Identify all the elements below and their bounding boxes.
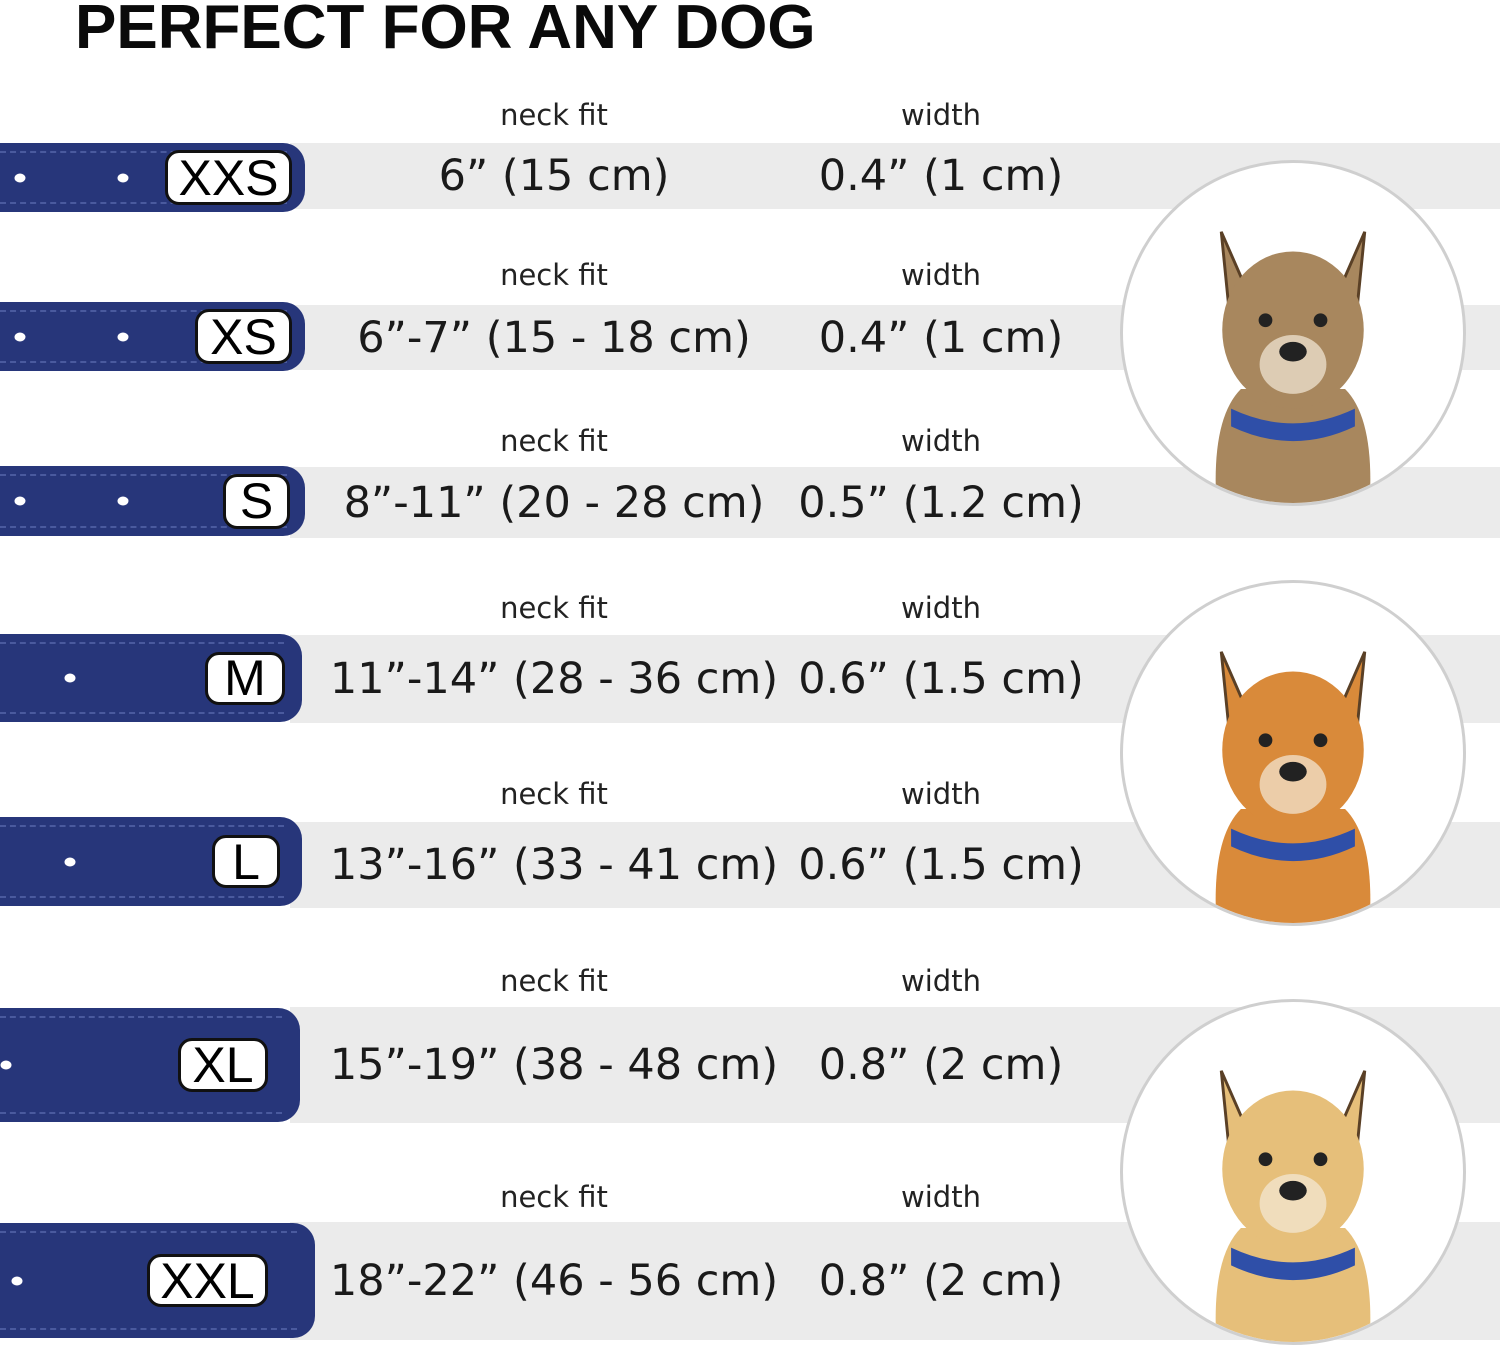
neck-fit-value: 18”-22” (46 - 56 cm) (329, 1256, 779, 1306)
collar-hole (14, 173, 26, 182)
neck-fit-label: neck fit (500, 424, 608, 458)
collar-stitching (0, 151, 287, 153)
neck-fit-label: neck fit (500, 258, 608, 292)
neck-fit-value: 15”-19” (38 - 48 cm) (329, 1040, 779, 1090)
width-label: width (901, 258, 981, 292)
collar-hole (117, 173, 129, 182)
neck-fit-value: 13”-16” (33 - 41 cm) (329, 840, 779, 890)
collar-stitching (0, 1328, 297, 1330)
size-badge: XL (178, 1037, 268, 1093)
collar-hole (117, 332, 129, 341)
size-badge: S (223, 473, 290, 529)
collar-stitching (0, 310, 287, 312)
width-label: width (901, 777, 981, 811)
neck-fit-value: 6” (15 cm) (438, 151, 670, 201)
neck-fit-label: neck fit (500, 1180, 608, 1214)
collar-hole (64, 673, 76, 683)
size-badge: L (212, 834, 280, 890)
width-value: 0.5” (1.2 cm) (798, 477, 1084, 528)
neck-fit-label: neck fit (500, 964, 608, 998)
page-title: PERFECT FOR ANY DOG (75, 0, 816, 62)
size-badge: XXL (147, 1253, 268, 1309)
size-badge: M (205, 650, 285, 706)
collar-stitching (0, 642, 284, 644)
width-value: 0.6” (1.5 cm) (798, 654, 1084, 704)
width-label: width (901, 424, 981, 458)
width-value: 0.8” (2 cm) (818, 1256, 1064, 1306)
corgi-dog-photo (1120, 580, 1466, 926)
neck-fit-label: neck fit (500, 98, 608, 132)
collar-hole (0, 1060, 12, 1070)
collar-strap (0, 817, 302, 906)
width-label: width (901, 98, 981, 132)
collar-stitching (0, 361, 287, 363)
size-badge: XXS (165, 150, 292, 206)
collar-stitching (0, 712, 284, 714)
collar-hole (14, 332, 26, 341)
terrier-dog-photo (1120, 160, 1466, 506)
neck-fit-label: neck fit (500, 777, 608, 811)
collar-hole (117, 496, 129, 506)
width-label: width (901, 964, 981, 998)
collar-stitching (0, 202, 287, 204)
collar-stitching (0, 825, 284, 827)
collar-stitching (0, 526, 287, 528)
width-value: 0.4” (1 cm) (818, 151, 1064, 201)
size-badge: XS (195, 309, 292, 365)
neck-fit-label: neck fit (500, 591, 608, 625)
collar-stitching (0, 1112, 282, 1114)
width-value: 0.8” (2 cm) (818, 1040, 1064, 1090)
collar-hole (14, 496, 26, 506)
neck-fit-value: 11”-14” (28 - 36 cm) (329, 654, 779, 704)
neck-fit-value: 8”-11” (20 - 28 cm) (343, 477, 765, 528)
width-value: 0.4” (1 cm) (818, 312, 1064, 363)
width-label: width (901, 591, 981, 625)
collar-hole (11, 1276, 23, 1285)
labrador-dog-photo (1120, 999, 1466, 1345)
width-label: width (901, 1180, 981, 1214)
width-value: 0.6” (1.5 cm) (798, 840, 1084, 890)
neck-fit-value: 6”-7” (15 - 18 cm) (357, 312, 751, 363)
collar-stitching (0, 474, 287, 476)
collar-stitching (0, 896, 284, 898)
collar-stitching (0, 1016, 282, 1018)
collar-hole (64, 857, 76, 866)
collar-stitching (0, 1231, 297, 1233)
